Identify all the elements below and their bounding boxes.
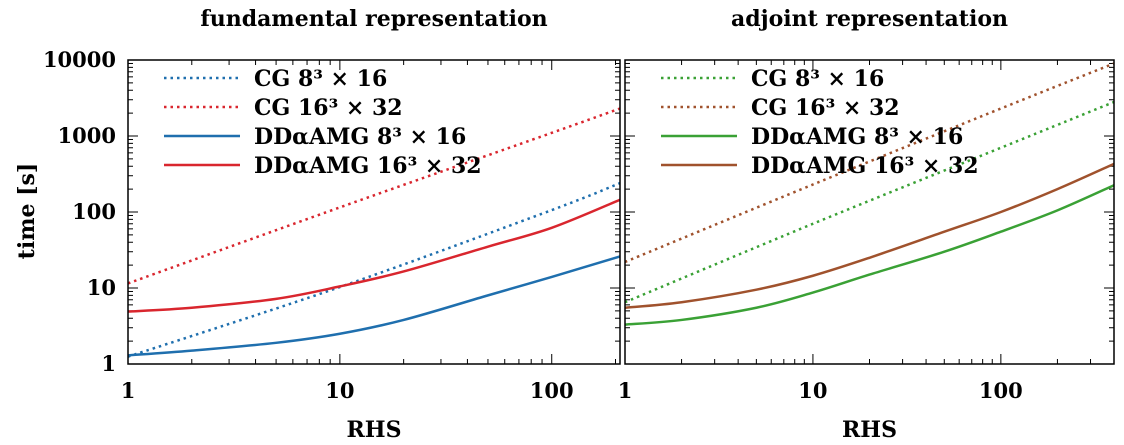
xlabel: RHS [347,417,402,443]
panel-title: fundamental representation [200,6,547,32]
series-line [625,162,1114,309]
series-line [128,198,620,313]
panel-1: adjoint representation RHS 1 10 100 CG 8³ × 1… [618,6,1115,443]
plot-frame [127,59,621,365]
series-line [625,100,1114,304]
x-tick-label: 100 [979,378,1023,403]
series-line [128,255,620,357]
ylabel: time [s] [14,163,40,260]
y-tick-label: 1 [101,351,116,376]
legend-label: DDαAMG 16³ × 32 [751,153,979,179]
y-tick-label: 10000 [43,47,116,72]
x-tick-label: 10 [325,378,354,403]
panel-0: fundamental representation RHS 1 10 100 1 10 10… [43,6,621,443]
legend: CG 8³ × 16 CG 16³ × 32 DDαAMG 8³ × 16 DDαAM… [661,66,979,179]
plot-frame [624,59,1115,365]
series-group [625,62,1114,326]
x-tick-label: 1 [121,378,136,403]
series-line [128,107,620,285]
legend-label: DDαAMG 8³ × 16 [751,124,963,150]
panel-title: adjoint representation [731,6,1008,32]
legend: CG 8³ × 16 CG 16³ × 32 DDαAMG 8³ × 16 DDαAM… [164,66,482,179]
xlabel: RHS [842,417,897,443]
x-tick-label: 1 [618,378,633,403]
y-tick-label: 100 [72,199,116,224]
legend-label: DDαAMG 16³ × 32 [254,153,482,179]
tick-marks [127,59,620,365]
x-tick-label: 100 [530,378,574,403]
legend-label: CG 16³ × 32 [254,95,403,121]
series-line [128,181,620,358]
legend-label: CG 8³ × 16 [751,66,884,92]
legend-label: CG 8³ × 16 [254,66,387,92]
legend-label: CG 16³ × 32 [751,95,900,121]
y-tick-label: 1000 [58,123,116,148]
series-line [625,62,1114,264]
legend-label: DDαAMG 8³ × 16 [254,124,466,150]
x-tick-label: 10 [798,378,827,403]
series-group [128,107,620,358]
series-line [625,184,1114,326]
tick-marks [624,59,1115,365]
y-tick-label: 10 [87,275,116,300]
